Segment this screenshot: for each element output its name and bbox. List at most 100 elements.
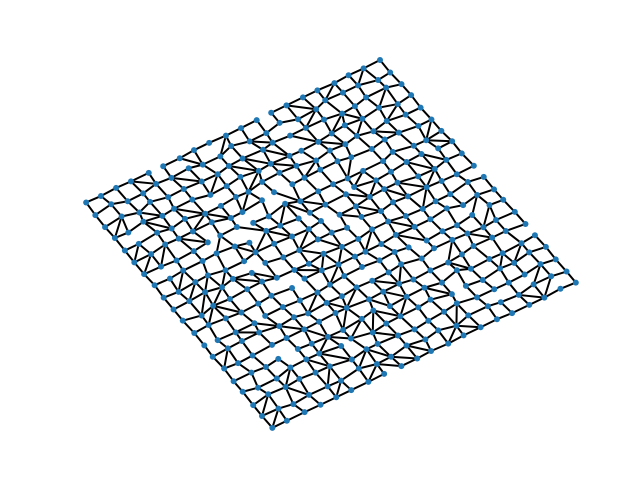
node bbox=[499, 250, 506, 257]
node bbox=[265, 391, 272, 398]
edge bbox=[284, 386, 295, 406]
edge bbox=[248, 140, 274, 144]
edge bbox=[341, 112, 364, 120]
edge bbox=[371, 309, 375, 334]
node bbox=[353, 284, 360, 291]
edge bbox=[219, 225, 238, 237]
node bbox=[282, 200, 289, 207]
node bbox=[271, 189, 278, 196]
node bbox=[403, 293, 410, 300]
node bbox=[296, 297, 303, 304]
node bbox=[301, 275, 308, 282]
edge bbox=[278, 118, 300, 124]
node bbox=[287, 364, 294, 371]
edge bbox=[284, 202, 300, 220]
edge bbox=[326, 335, 352, 340]
node bbox=[390, 199, 397, 206]
node bbox=[521, 271, 528, 278]
node bbox=[305, 260, 312, 267]
node bbox=[443, 205, 450, 212]
edge bbox=[423, 281, 443, 289]
node bbox=[492, 217, 499, 224]
edge bbox=[264, 306, 284, 317]
node bbox=[185, 165, 192, 172]
node bbox=[381, 370, 388, 377]
edge bbox=[504, 222, 527, 232]
node bbox=[296, 375, 303, 382]
node bbox=[363, 346, 370, 353]
node bbox=[491, 186, 498, 193]
edge bbox=[183, 212, 207, 220]
edge bbox=[275, 268, 296, 279]
node bbox=[477, 324, 484, 331]
node bbox=[250, 402, 257, 409]
node bbox=[316, 350, 323, 357]
node bbox=[256, 329, 263, 336]
edge bbox=[170, 176, 203, 183]
edge bbox=[291, 183, 302, 203]
node bbox=[422, 336, 429, 343]
edge bbox=[285, 328, 306, 339]
node bbox=[218, 284, 225, 291]
node bbox=[548, 273, 555, 280]
edge bbox=[212, 286, 223, 307]
edge bbox=[405, 161, 436, 171]
edge bbox=[368, 195, 383, 213]
edge bbox=[362, 67, 380, 82]
edge bbox=[385, 113, 407, 123]
node bbox=[238, 309, 245, 316]
edge bbox=[173, 207, 207, 215]
node bbox=[206, 139, 213, 146]
edge bbox=[399, 306, 420, 318]
edge bbox=[343, 117, 364, 127]
node bbox=[253, 117, 260, 124]
node bbox=[296, 247, 303, 254]
node bbox=[348, 387, 355, 394]
node bbox=[330, 181, 337, 188]
node bbox=[415, 122, 422, 129]
edge bbox=[344, 193, 371, 198]
edge bbox=[178, 157, 204, 166]
edge bbox=[338, 213, 363, 218]
edge bbox=[303, 269, 323, 280]
node bbox=[276, 119, 283, 126]
node bbox=[289, 233, 296, 240]
node bbox=[460, 332, 467, 339]
edge bbox=[494, 210, 516, 222]
edge bbox=[378, 86, 388, 109]
node bbox=[358, 213, 365, 220]
edge bbox=[318, 312, 337, 323]
edge bbox=[267, 202, 287, 218]
node bbox=[237, 173, 244, 180]
node bbox=[408, 92, 415, 99]
node bbox=[131, 259, 138, 266]
edge bbox=[455, 324, 482, 329]
edge bbox=[170, 167, 190, 179]
edge bbox=[219, 234, 236, 248]
node bbox=[92, 212, 99, 219]
edge bbox=[270, 287, 294, 297]
node bbox=[470, 162, 477, 169]
edge bbox=[129, 180, 158, 185]
node bbox=[531, 232, 538, 239]
edge bbox=[138, 211, 164, 217]
node bbox=[432, 198, 439, 205]
node bbox=[368, 146, 375, 153]
edge bbox=[253, 322, 281, 328]
edge bbox=[472, 236, 494, 247]
edge bbox=[324, 99, 344, 115]
node bbox=[428, 116, 435, 123]
node bbox=[201, 342, 208, 349]
edge bbox=[224, 260, 246, 272]
edge bbox=[241, 148, 265, 160]
node bbox=[287, 132, 294, 139]
node bbox=[226, 295, 233, 302]
node bbox=[302, 124, 309, 131]
node bbox=[526, 301, 533, 308]
edge bbox=[240, 302, 260, 314]
edge bbox=[430, 342, 450, 353]
edge bbox=[209, 173, 219, 196]
node bbox=[283, 102, 290, 109]
node bbox=[192, 279, 199, 286]
